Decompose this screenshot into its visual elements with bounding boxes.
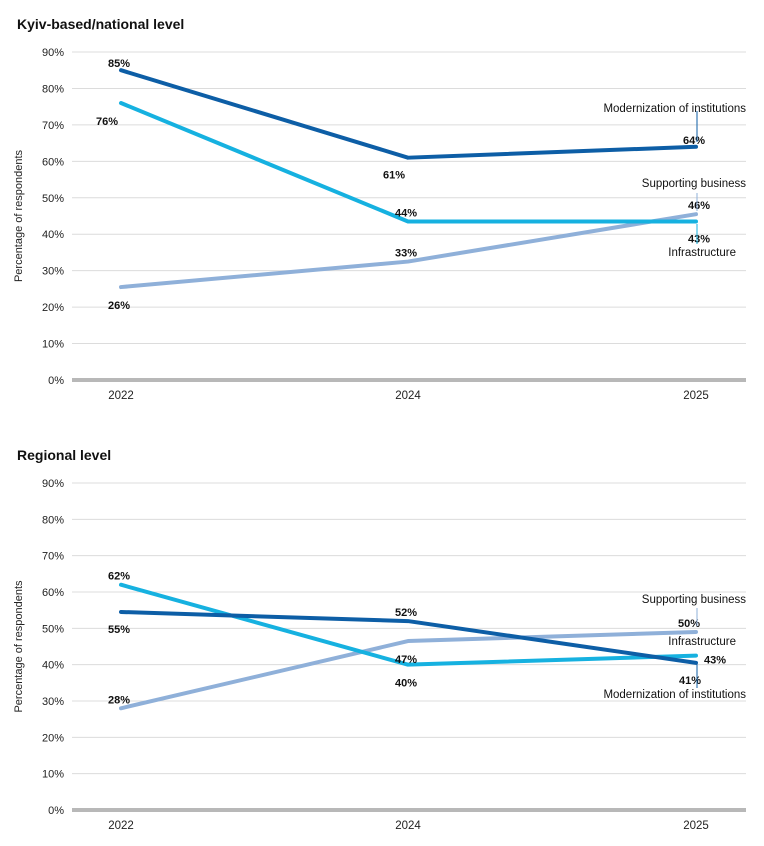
y-tick-label: 40% — [42, 229, 64, 241]
x-tick-label: 2024 — [395, 390, 421, 402]
data-label: 44% — [395, 207, 417, 219]
data-label: 40% — [395, 678, 417, 690]
data-label: 43% — [688, 233, 710, 245]
data-label: 55% — [108, 624, 130, 636]
series-name-label: Supporting business — [642, 178, 746, 190]
data-label: 46% — [688, 200, 710, 212]
y-tick-label: 30% — [42, 696, 64, 708]
data-label: 76% — [96, 116, 118, 128]
y-tick-label: 40% — [42, 660, 64, 672]
series-name-label: Modernization of institutions — [603, 689, 746, 701]
data-label: 52% — [395, 607, 417, 619]
chart-title-regional: Regional level — [17, 447, 112, 463]
data-label: 85% — [108, 58, 130, 70]
x-tick-label: 2022 — [108, 390, 134, 402]
y-tick-label: 80% — [42, 514, 64, 526]
y-tick-label: 0% — [48, 805, 64, 817]
data-label: 62% — [108, 571, 130, 583]
y-tick-label: 20% — [42, 302, 64, 314]
y-tick-label: 80% — [42, 83, 64, 95]
x-tick-label: 2025 — [683, 390, 709, 402]
series-line-1 — [119, 68, 698, 160]
y-tick-label: 60% — [42, 156, 64, 168]
series-name-label: Supporting business — [642, 594, 746, 606]
y-tick-label: 60% — [42, 587, 64, 599]
series-name-label: Infrastructure — [668, 247, 736, 259]
series-line-2 — [119, 582, 698, 667]
data-label: 33% — [395, 248, 417, 260]
y-tick-label: 10% — [42, 769, 64, 781]
data-label: 47% — [395, 654, 417, 666]
data-label: 26% — [108, 300, 130, 312]
y-tick-label: 90% — [42, 478, 64, 490]
chart-title-national: Kyiv-based/national level — [17, 16, 185, 32]
series-line-3 — [119, 629, 698, 711]
series-line-3 — [119, 212, 698, 290]
y-tick-label: 50% — [42, 623, 64, 635]
series-name-label: Infrastructure — [668, 636, 736, 648]
x-tick-label: 2022 — [108, 820, 134, 832]
series-line-2 — [119, 101, 698, 224]
series-name-label: Modernization of institutions — [603, 103, 746, 115]
data-label: 64% — [683, 135, 705, 147]
data-label: 50% — [678, 618, 700, 630]
series-line-1 — [119, 609, 698, 665]
y-tick-label: 50% — [42, 193, 64, 205]
y-tick-label: 10% — [42, 339, 64, 351]
chart-panel-2: 0% 10% 20% 30% 40% 50% 60% 70% 80% 90% 2022 2024 202… — [13, 478, 746, 832]
x-tick-label: 2024 — [395, 820, 421, 832]
x-tick-label: 2025 — [683, 820, 709, 832]
data-label: 41% — [679, 675, 701, 687]
y-axis-label: Percentage of respondents — [13, 149, 25, 282]
y-axis-label: Percentage of respondents — [13, 580, 25, 713]
y-tick-label: 90% — [42, 47, 64, 59]
data-label: 61% — [383, 170, 405, 182]
y-tick-label: 30% — [42, 266, 64, 278]
y-tick-label: 70% — [42, 551, 64, 563]
chart-panel-1: 0% 10% 20% 30% 40% 50% 60% 70% 80% 90% 2022 2024 202… — [13, 47, 746, 402]
data-label: 28% — [108, 694, 130, 706]
y-tick-label: 20% — [42, 732, 64, 744]
y-tick-label: 70% — [42, 120, 64, 132]
data-label: 43% — [704, 655, 726, 667]
y-tick-label: 0% — [48, 375, 64, 387]
